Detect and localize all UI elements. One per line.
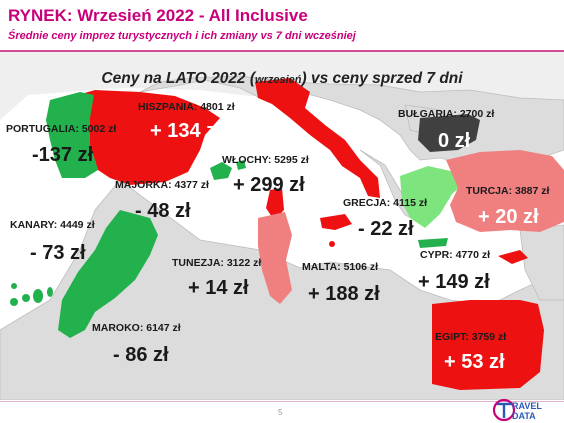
country-shape-grecja bbox=[400, 166, 466, 228]
country-shape-egipt bbox=[432, 300, 544, 390]
label-hiszpania: HISZPANIA: 4801 zł bbox=[138, 101, 235, 113]
travel-data-logo: RAVEL DATA bbox=[492, 398, 542, 422]
country-shape-majorka bbox=[210, 162, 232, 180]
country-shape-kanary bbox=[10, 283, 53, 306]
page-title: RYNEK: Wrzesień 2022 - All Inclusive bbox=[8, 6, 308, 25]
label-tunezja: TUNEZJA: 3122 zł bbox=[172, 257, 262, 269]
country-shape-maroko bbox=[58, 210, 158, 338]
change-kanary: - 73 zł bbox=[30, 242, 86, 264]
label-malta: MALTA: 5106 zł bbox=[302, 261, 379, 273]
label-turcja: TURCJA: 3887 zł bbox=[466, 185, 550, 197]
change-grecja: - 22 zł bbox=[358, 218, 414, 240]
country-shape-portugalia bbox=[46, 92, 98, 178]
country-shape-sardynia bbox=[266, 188, 284, 220]
label-majorka: MAJORKA: 4377 zł bbox=[115, 179, 209, 191]
logo-text-bottom: DATA bbox=[512, 411, 536, 421]
change-malta: + 188 zł bbox=[308, 283, 380, 305]
label-cypr: CYPR: 4770 zł bbox=[420, 249, 491, 261]
change-bulgaria: 0 zł bbox=[438, 130, 471, 152]
country-shape-tunezja bbox=[258, 212, 292, 304]
country-shape-turcja bbox=[446, 150, 564, 232]
label-bulgaria: BUŁGARIA: 2700 zł bbox=[398, 108, 495, 120]
change-hiszpania: + 134 zł bbox=[150, 120, 222, 142]
page-number: 5 bbox=[278, 408, 283, 417]
change-egipt: + 53 zł bbox=[444, 351, 505, 373]
country-shape-malta bbox=[329, 241, 335, 247]
country-shape-sycylia bbox=[320, 214, 352, 230]
page-subtitle: Średnie ceny imprez turystycznych i ich … bbox=[8, 30, 356, 42]
label-wlochy: WŁOCHY: 5295 zł bbox=[222, 154, 309, 166]
label-portugalia: PORTUGALIA: 5002 zł bbox=[6, 123, 117, 135]
label-grecja: GRECJA: 4115 zł bbox=[343, 197, 428, 209]
header-divider bbox=[0, 50, 564, 52]
change-cypr: + 149 zł bbox=[418, 271, 490, 293]
country-shape-kreta bbox=[418, 238, 448, 248]
country-shape-hiszpania bbox=[60, 90, 220, 185]
label-kanary: KANARY: 4449 zł bbox=[10, 219, 95, 231]
label-maroko: MAROKO: 6147 zł bbox=[92, 322, 181, 334]
country-shape-cypr bbox=[498, 250, 528, 264]
section-title: Ceny na LATO 2022 (wrzesień) vs ceny spr… bbox=[101, 70, 463, 87]
change-tunezja: + 14 zł bbox=[188, 277, 249, 299]
change-portugalia: -137 zł bbox=[32, 144, 94, 166]
mediterranean-map bbox=[0, 52, 564, 400]
footer-divider bbox=[0, 401, 564, 402]
logo-text-top: RAVEL bbox=[512, 401, 542, 411]
country-shape-wlochy bbox=[255, 78, 380, 198]
change-maroko: - 86 zł bbox=[113, 344, 169, 366]
change-wlochy: + 299 zł bbox=[233, 174, 305, 196]
country-shape-majorka-2 bbox=[236, 160, 246, 170]
change-majorka: - 48 zł bbox=[135, 200, 191, 222]
country-shape-bulgaria bbox=[418, 114, 480, 152]
label-egipt: EGIPT: 3759 zł bbox=[435, 331, 507, 343]
change-turcja: + 20 zł bbox=[478, 206, 539, 228]
